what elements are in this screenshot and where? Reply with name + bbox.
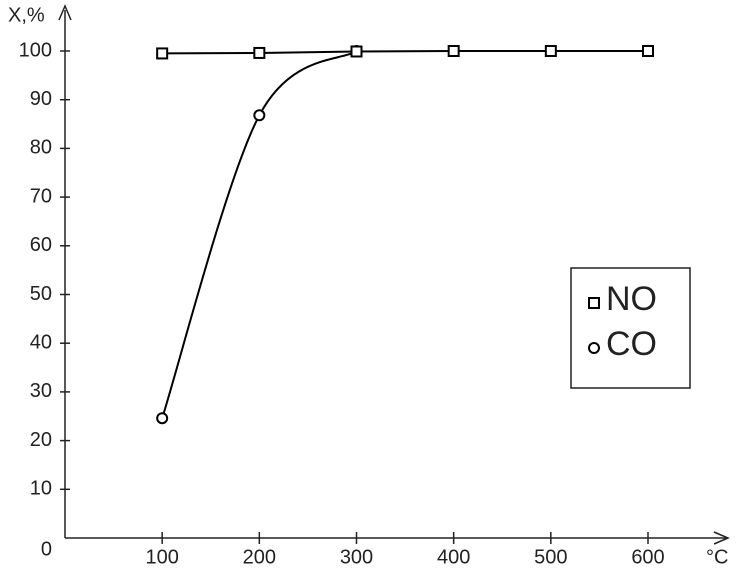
y-tick-label: 0 xyxy=(41,538,52,560)
y-tick-label: 80 xyxy=(30,137,52,159)
x-tick-label: 100 xyxy=(145,546,178,568)
marker xyxy=(253,46,266,59)
marker xyxy=(588,297,600,309)
x-tick-label: 500 xyxy=(534,546,567,568)
marker xyxy=(156,47,169,60)
marker xyxy=(544,45,557,57)
marker xyxy=(253,109,266,122)
y-tick-label: 50 xyxy=(30,283,52,305)
y-tick-label: 90 xyxy=(30,88,52,110)
series-line xyxy=(162,50,648,55)
y-tick-label: 30 xyxy=(30,380,52,402)
y-tick-label: 60 xyxy=(30,234,52,256)
y-tick-label: 100 xyxy=(19,39,52,61)
marker xyxy=(156,412,169,425)
series-line xyxy=(161,50,358,419)
x-arrow xyxy=(713,531,730,545)
x-tick-label: 600 xyxy=(631,546,664,568)
x-tick-label: 300 xyxy=(340,546,373,568)
y-axis-label: X,% xyxy=(8,4,45,26)
legend-label: CO xyxy=(606,325,657,363)
marker xyxy=(588,342,600,354)
y-tick-label: 40 xyxy=(30,331,52,353)
marker xyxy=(447,45,460,57)
y-arrow xyxy=(58,4,72,21)
legend-label: NO xyxy=(606,280,657,318)
x-axis-label: °C xyxy=(706,546,728,568)
y-tick-label: 70 xyxy=(30,185,52,207)
legend-box xyxy=(570,267,691,389)
marker xyxy=(642,45,654,57)
x-tick-label: 200 xyxy=(243,546,276,568)
y-tick-label: 10 xyxy=(30,478,52,500)
y-tick-label: 20 xyxy=(30,429,52,451)
x-tick-label: 400 xyxy=(437,546,470,568)
marker xyxy=(350,45,363,58)
